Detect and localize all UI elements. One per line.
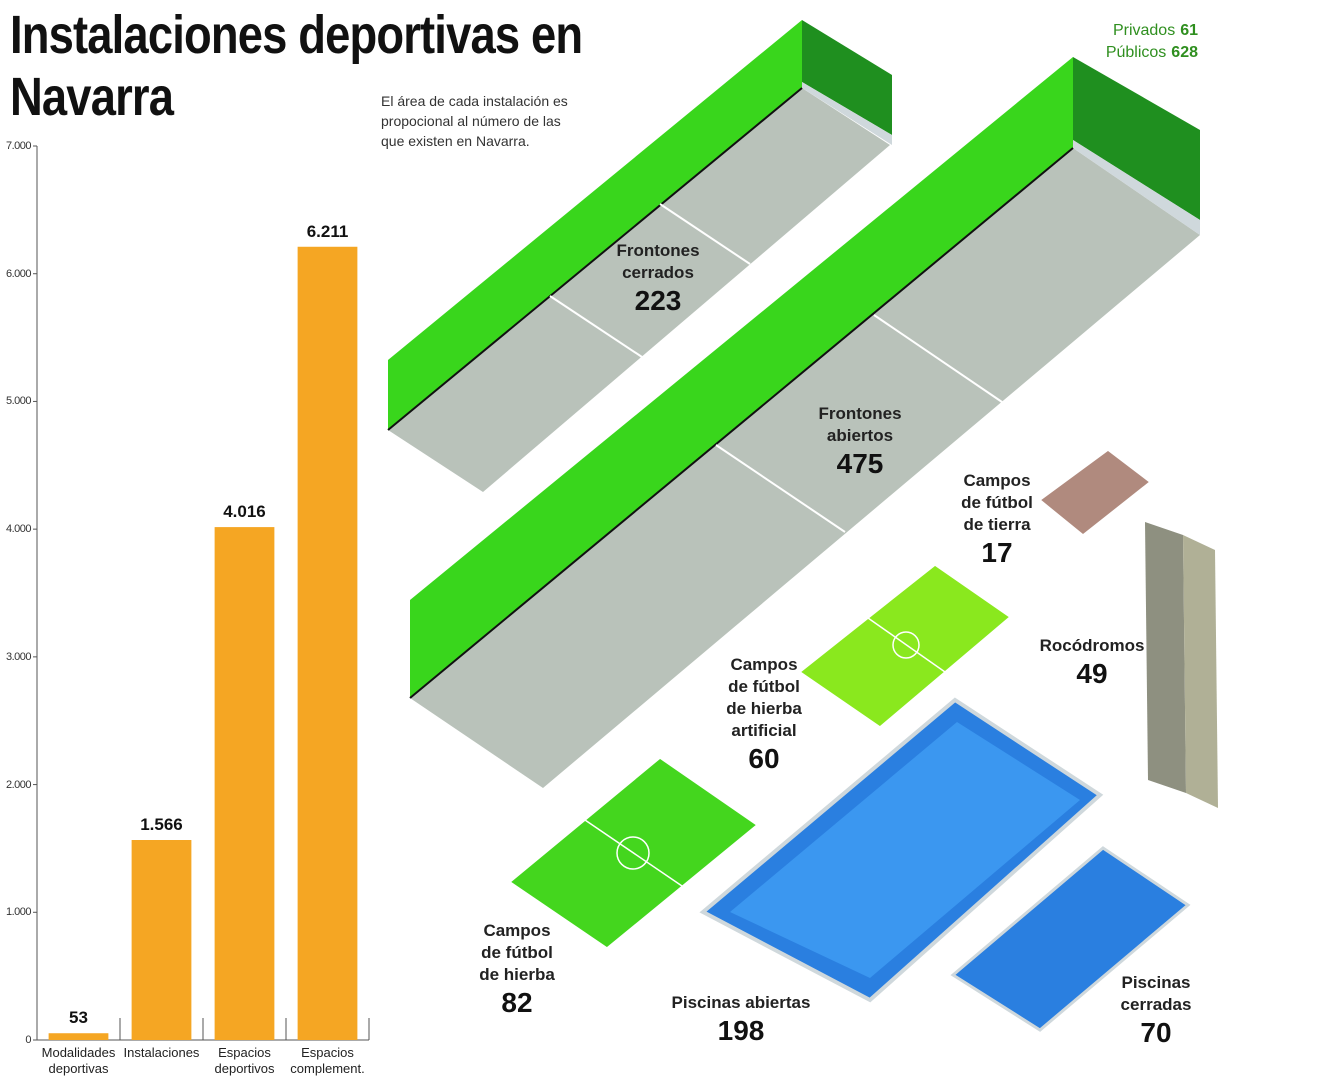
field-circle <box>892 631 920 659</box>
facility: Campos de fútbol de hierba 82 <box>472 920 562 1020</box>
court-line <box>549 295 643 358</box>
facility-label: Frontones cerrados <box>616 241 700 282</box>
facility-label: Campos de fútbol de hierba <box>479 921 555 984</box>
facility-label: Piscinas abiertas <box>671 993 811 1012</box>
floor <box>410 148 1200 788</box>
value-label: 6.211 <box>306 221 349 241</box>
facility-count: 198 <box>717 1015 765 1046</box>
facility-count: 223 <box>634 285 682 316</box>
bar <box>131 839 192 1040</box>
y-tick-label: 6.000 <box>5 267 32 280</box>
dirt-field <box>1038 449 1152 536</box>
field-circle <box>616 836 650 870</box>
facility: Frontones abiertos 475 <box>810 403 910 481</box>
wall <box>410 57 1073 698</box>
climbing-wall-side <box>1183 535 1218 808</box>
facility-label: Rocódromos <box>1039 636 1145 655</box>
note: El área de cada instalación es propocion… <box>381 93 568 149</box>
value-label: 1.566 <box>140 814 183 834</box>
facility-label: Campos de fútbol de hierba artificial <box>726 655 802 740</box>
y-tick-label: 0 <box>25 1034 31 1046</box>
value-label: 53 <box>69 1008 88 1028</box>
illustrations <box>387 20 1218 1032</box>
x-tick-label: Instalaciones <box>123 1045 200 1060</box>
value-label: 4.016 <box>223 502 266 522</box>
field-line <box>867 617 946 673</box>
chart-title: Instalaciones deportivas en Navarra <box>10 5 583 127</box>
field-line <box>584 819 683 887</box>
facility: Rocódromos 49 <box>1027 635 1157 691</box>
edge <box>409 147 1074 699</box>
facility: Campos de fútbol de tierra 17 <box>957 470 1037 570</box>
facility: Piscinas abiertas 198 <box>641 992 841 1048</box>
y-tick-label: 1.000 <box>5 906 32 919</box>
floor <box>388 88 890 492</box>
facility-count: 70 <box>1140 1017 1172 1048</box>
legend-name: Públicos <box>1105 44 1167 61</box>
facility-count: 82 <box>501 987 533 1018</box>
court-line <box>873 314 1003 403</box>
facility-count: 49 <box>1076 658 1108 689</box>
climbing-wall <box>1145 522 1186 793</box>
closed-pool <box>950 846 1191 1032</box>
facility-label: Piscinas cerradas <box>1120 973 1192 1014</box>
y-tick-label: 5.000 <box>5 395 32 408</box>
y-tick-label: 3.000 <box>5 650 32 663</box>
facility-count: 475 <box>836 448 884 479</box>
facility: Frontones cerrados 223 <box>608 240 708 318</box>
y-tick-label: 7.000 <box>5 140 32 152</box>
facility-label: Frontones abiertos <box>818 404 902 445</box>
x-tick-label: Espacios deportivos <box>214 1045 275 1076</box>
facility: Campos de fútbol de hierba artificial 60 <box>719 654 809 776</box>
artificial-field <box>798 564 1012 728</box>
end-wall <box>1073 57 1200 220</box>
facility: Piscinas cerradas 70 <box>1111 972 1201 1050</box>
bar <box>214 527 275 1040</box>
x-tick-label: Espacios complement. <box>290 1045 365 1076</box>
court-line <box>715 444 846 533</box>
end-wall <box>802 20 892 135</box>
bar <box>48 1033 109 1040</box>
legend-value: 628 <box>1171 44 1198 61</box>
court-line <box>659 203 751 265</box>
legend-value: 61 <box>1180 22 1198 39</box>
legend-name: Privados <box>1112 22 1176 39</box>
wall <box>388 20 802 430</box>
legend-entry: Privados 61 <box>1113 22 1198 40</box>
x-tick-label: Modalidades deportivas <box>41 1045 116 1076</box>
y-tick-label: 4.000 <box>5 523 32 536</box>
edge <box>387 87 803 431</box>
end-wall-base <box>1073 140 1200 235</box>
y-tick-label: 2.000 <box>5 778 32 791</box>
facility-count: 17 <box>981 537 1013 568</box>
facility-count: 60 <box>748 743 780 774</box>
legend-entry: Públicos 628 <box>1106 44 1198 62</box>
bar <box>297 246 358 1040</box>
facility-label: Campos de fútbol de tierra <box>961 471 1033 534</box>
pool-water <box>730 722 1080 978</box>
end-wall-base <box>802 82 892 145</box>
